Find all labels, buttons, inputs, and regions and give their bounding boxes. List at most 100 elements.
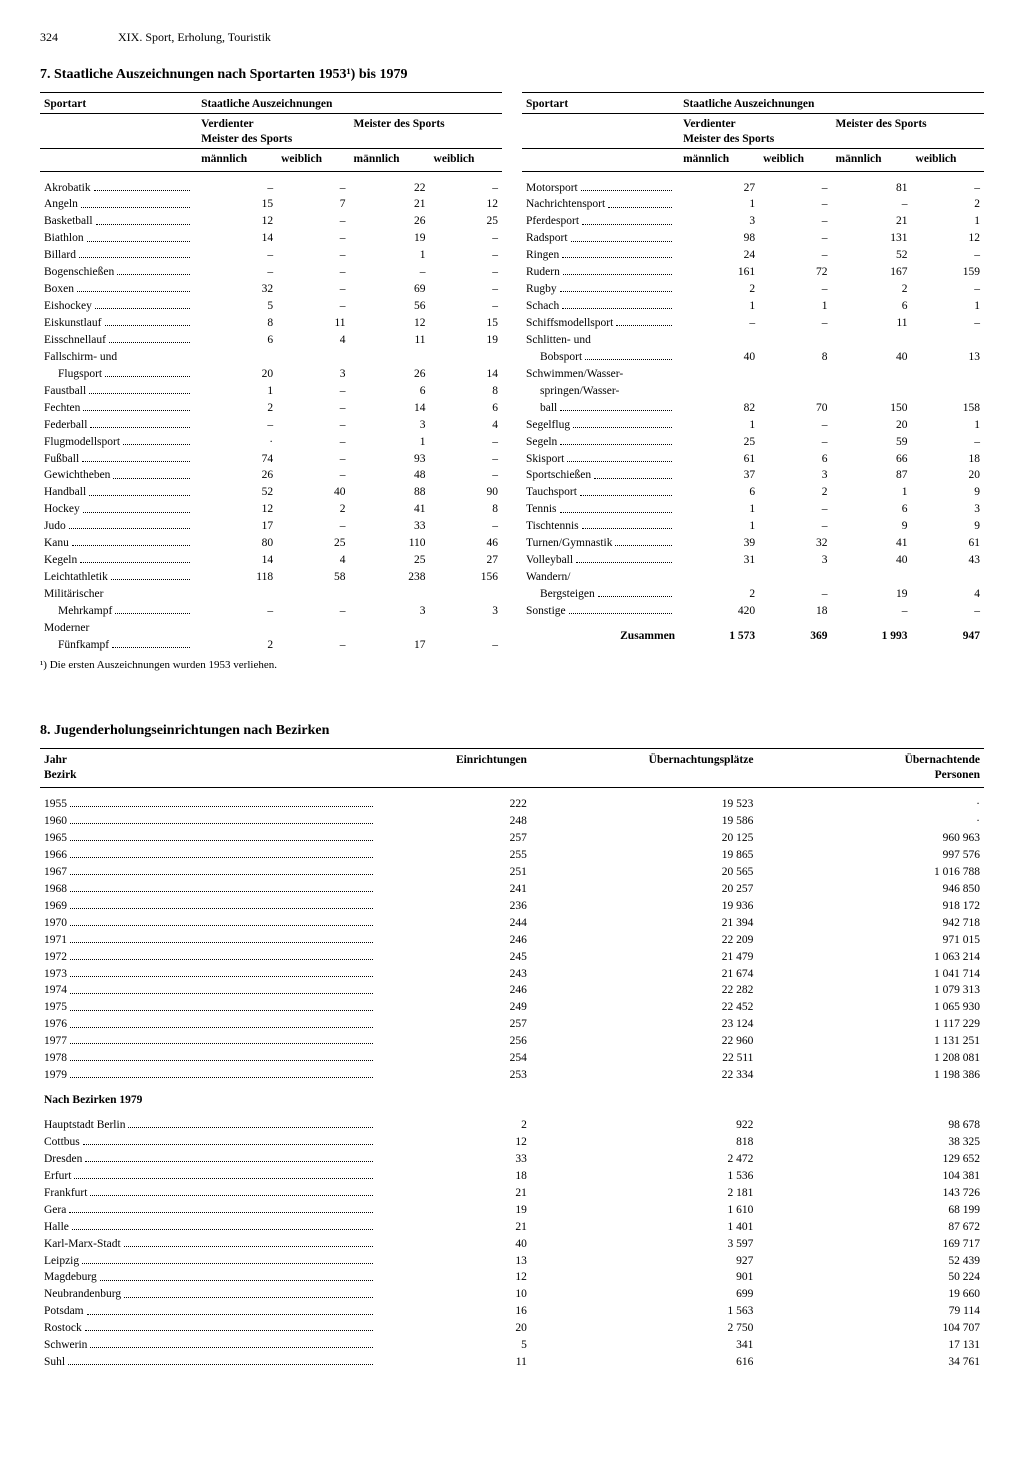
table7-footnote: ¹) Die ersten Auszeichnungen wurden 1953… — [40, 658, 984, 672]
sport-name: Eishockey — [40, 298, 197, 315]
sport-name: Boxen — [40, 281, 197, 298]
cell-value: 25 — [430, 213, 502, 230]
cell-value: 1 016 788 — [757, 864, 984, 881]
cell-value: – — [430, 434, 502, 451]
cell-value: 1 — [679, 298, 759, 315]
cell-value: 20 565 — [531, 864, 758, 881]
col-verdienter-r: Verdienter Meister des Sports — [679, 116, 831, 148]
cell-value: 420 — [679, 603, 759, 620]
table-row: Gera191 61068 199 — [40, 1202, 984, 1219]
cell-value: 20 — [197, 366, 277, 383]
table-row: Tennis1–63 — [522, 501, 984, 518]
cell-value: 21 479 — [531, 949, 758, 966]
cell-value: 243 — [380, 966, 531, 983]
cell-value: 960 963 — [757, 830, 984, 847]
table-row: 197925322 3341 198 386 — [40, 1067, 984, 1084]
table-row: 197124622 209971 015 — [40, 932, 984, 949]
sport-name: Biathlon — [40, 230, 197, 247]
cell-value: 41 — [350, 501, 430, 518]
cell-value: 87 672 — [757, 1219, 984, 1236]
cell-value: 25 — [277, 535, 349, 552]
sport-name: Bobsport — [522, 349, 679, 366]
cell-value: 66 — [832, 451, 912, 468]
table-row: Boxen32–69– — [40, 281, 502, 298]
sport-name: Schach — [522, 298, 679, 315]
cell-value: 946 850 — [757, 881, 984, 898]
cell-value: 20 — [380, 1320, 531, 1337]
table-row: 197424622 2821 079 313 — [40, 982, 984, 999]
cell-value: 52 — [832, 247, 912, 264]
cell-value: 2 750 — [531, 1320, 758, 1337]
row-label: Cottbus — [40, 1134, 380, 1151]
sport-name: Tauchsport — [522, 484, 679, 501]
cell-value: 11 — [380, 1354, 531, 1371]
cell-value: 1 117 229 — [757, 1016, 984, 1033]
row-label: Neubrandenburg — [40, 1286, 380, 1303]
cell-value: 68 199 — [757, 1202, 984, 1219]
cell-value: 222 — [380, 796, 531, 813]
sport-name: Segeln — [522, 434, 679, 451]
cell-value: 11 — [277, 315, 349, 332]
page-number: 324 — [40, 30, 58, 46]
table-row: 197625723 1241 117 229 — [40, 1016, 984, 1033]
cell-value: 1 610 — [531, 1202, 758, 1219]
cell-value: – — [430, 264, 502, 281]
row-label: 1955 — [40, 796, 380, 813]
table-row: Eishockey5–56– — [40, 298, 502, 315]
cell-value: – — [277, 400, 349, 417]
table8-title: 8. Jugenderholungseinrichtungen nach Bez… — [40, 722, 984, 740]
cell-value: 2 181 — [531, 1185, 758, 1202]
sport-name: Bergsteigen — [522, 586, 679, 603]
table-row: Faustball1–68 — [40, 383, 502, 400]
cell-value: – — [277, 298, 349, 315]
cell-value: – — [277, 637, 349, 654]
cell-value: 22 209 — [531, 932, 758, 949]
table-row: Segeln25–59– — [522, 434, 984, 451]
cell-value: 918 172 — [757, 898, 984, 915]
cell-value: 1 — [912, 213, 984, 230]
cell-value: 17 — [350, 637, 430, 654]
col-einr: Einrichtungen — [380, 752, 531, 784]
table-row: Fechten2–146 — [40, 400, 502, 417]
cell-value: 10 — [380, 1286, 531, 1303]
cell-value: 26 — [197, 467, 277, 484]
sport-name: Pferdesport — [522, 213, 679, 230]
cell-value: 158 — [912, 400, 984, 417]
cell-value: 19 660 — [757, 1286, 984, 1303]
table7-right: Sportart Staatliche Auszeichnungen Verdi… — [522, 92, 984, 645]
sport-name: Schlitten- und — [522, 332, 679, 349]
table-row: Flugsport2032614 — [40, 366, 502, 383]
sport-name: Flugmodellsport — [40, 434, 197, 451]
cell-value: 17 — [197, 518, 277, 535]
cell-value: 1 — [350, 434, 430, 451]
cell-value: 22 — [350, 180, 430, 197]
cell-value: · — [757, 813, 984, 830]
table-row: Fünfkampf2–17– — [40, 637, 502, 654]
col-meister: Meister des Sports — [350, 116, 502, 148]
cell-value: – — [759, 518, 831, 535]
cell-value: 6 — [197, 332, 277, 349]
cell-value: 19 523 — [531, 796, 758, 813]
row-label: Halle — [40, 1219, 380, 1236]
cell-value: 12 — [912, 230, 984, 247]
cell-value: 110 — [350, 535, 430, 552]
cell-value: 40 — [277, 484, 349, 501]
cell-value: – — [277, 230, 349, 247]
col-w2-r: weiblich — [912, 151, 984, 168]
cell-value: 253 — [380, 1067, 531, 1084]
cell-value: 1 198 386 — [757, 1067, 984, 1084]
sport-name: Rugby — [522, 281, 679, 298]
table-row: Segelflug1–201 — [522, 417, 984, 434]
row-label: Erfurt — [40, 1168, 380, 1185]
cell-value: 15 — [197, 196, 277, 213]
sport-name: springen/Wasser- — [522, 383, 679, 400]
cell-value: 3 — [759, 552, 831, 569]
sport-name: Schiffsmodellsport — [522, 315, 679, 332]
cell-value: – — [832, 603, 912, 620]
table-row: springen/Wasser- — [522, 383, 984, 400]
cell-value: 18 — [380, 1168, 531, 1185]
table7-wrapper: Sportart Staatliche Auszeichnungen Verdi… — [40, 92, 984, 654]
cell-value: 2 — [679, 586, 759, 603]
cell-value: 2 — [380, 1117, 531, 1134]
cell-value: 21 — [380, 1219, 531, 1236]
